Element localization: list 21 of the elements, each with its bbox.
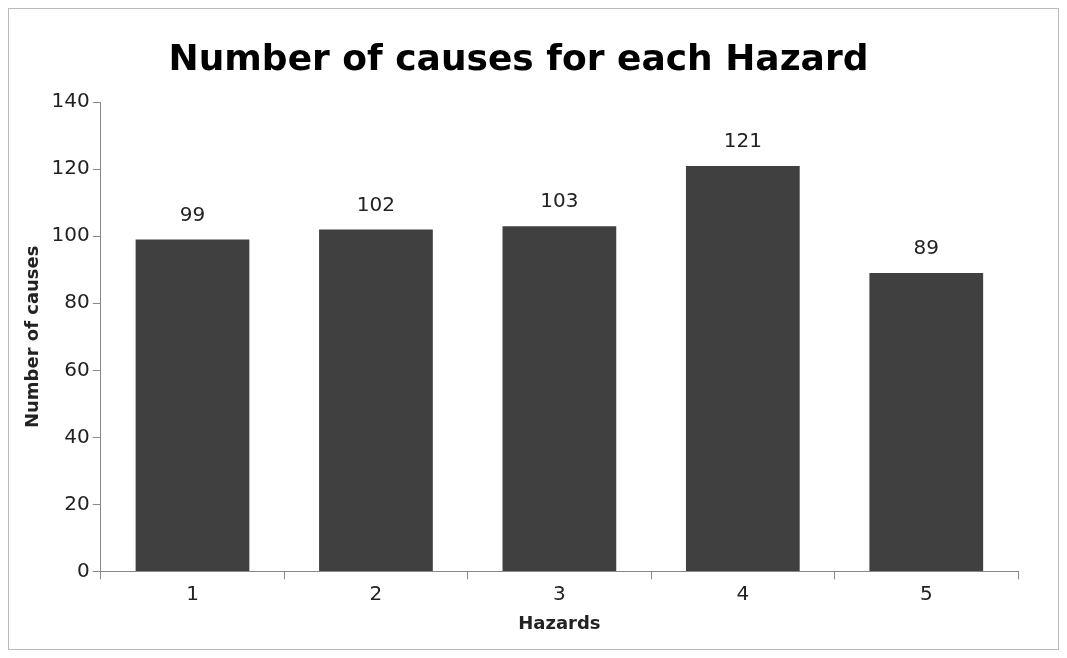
x-tick-label: 3 xyxy=(553,580,566,605)
x-tick-label: 5 xyxy=(919,580,933,605)
x-tick-label: 4 xyxy=(736,580,750,605)
y-tick-label: 60 xyxy=(64,356,90,381)
data-label: 99 xyxy=(179,201,206,226)
x-axis-title: Hazards xyxy=(518,611,601,633)
data-label: 103 xyxy=(540,188,579,213)
y-tick-label: 20 xyxy=(64,490,90,515)
data-label: 89 xyxy=(913,235,939,260)
data-label: 102 xyxy=(356,191,396,216)
y-axis-title: Number of causes xyxy=(21,245,43,429)
y-tick-label: 40 xyxy=(64,423,90,448)
data-label: 121 xyxy=(723,128,762,153)
y-tick-label: 120 xyxy=(51,155,90,180)
x-tick-label: 2 xyxy=(369,580,383,605)
x-tick-label: 1 xyxy=(186,580,199,605)
y-tick-label: 140 xyxy=(51,88,90,113)
chart-title: Number of causes for each Hazard xyxy=(168,36,869,78)
y-tick-label: 100 xyxy=(51,222,90,247)
y-tick-label: 80 xyxy=(64,289,90,314)
y-tick-label: 0 xyxy=(77,557,90,582)
